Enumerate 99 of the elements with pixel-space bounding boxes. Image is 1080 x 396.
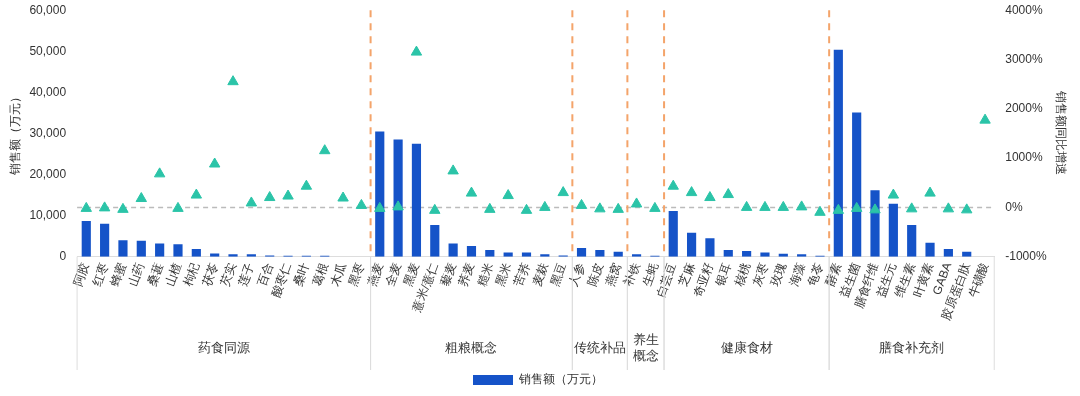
point <box>80 201 92 212</box>
text: 传统补品 <box>573 339 626 355</box>
point <box>374 201 386 212</box>
point <box>832 203 845 214</box>
point <box>704 191 716 202</box>
point <box>961 203 973 214</box>
point <box>740 200 753 211</box>
point <box>484 202 496 213</box>
point <box>539 200 551 211</box>
point <box>575 198 588 209</box>
text: 健康食材 <box>720 339 773 355</box>
point <box>429 203 441 214</box>
bar <box>430 225 440 257</box>
point <box>392 200 404 211</box>
point <box>649 201 661 212</box>
point <box>117 202 129 213</box>
point <box>502 189 514 200</box>
point <box>942 202 955 213</box>
legend-label: 销售额（万元） <box>518 372 603 387</box>
y-tick-label: 20,000 <box>29 166 67 181</box>
point <box>722 188 734 199</box>
point <box>227 75 239 86</box>
bar <box>687 232 697 257</box>
bar <box>870 190 880 257</box>
x-tick-label: 陈皮 <box>584 260 606 288</box>
point <box>98 201 111 212</box>
y-tick-label: 40,000 <box>29 84 67 99</box>
bar <box>595 250 605 257</box>
point <box>337 191 349 202</box>
y-tick-label: 10,000 <box>29 207 67 222</box>
point <box>594 202 606 213</box>
bar <box>888 203 898 257</box>
y-tick-label: 60,000 <box>29 2 67 17</box>
bar <box>100 223 110 257</box>
point <box>814 205 826 216</box>
y-tick-label: 0 <box>59 249 67 264</box>
bar <box>723 250 733 257</box>
y-tick-label: 30,000 <box>29 125 67 140</box>
text: 药食同源 <box>197 339 250 355</box>
bar <box>375 131 385 257</box>
bar <box>705 238 715 257</box>
point <box>759 200 771 211</box>
bar <box>173 244 183 257</box>
point <box>685 186 698 197</box>
x-tick-label: 生蚝 <box>639 260 661 288</box>
point <box>447 164 459 175</box>
bar <box>833 49 843 257</box>
y2-tick-label: -1000% <box>1005 249 1047 264</box>
point <box>282 189 294 200</box>
bar <box>136 240 146 257</box>
bar <box>907 225 917 257</box>
point <box>153 167 166 178</box>
bar <box>466 246 477 257</box>
point <box>612 202 624 213</box>
point <box>557 186 569 197</box>
x-tick-label: 桑葚 <box>144 260 166 288</box>
y-tick-label: 50,000 <box>29 43 67 58</box>
y2-tick-label: 3000% <box>1005 51 1043 66</box>
point <box>979 113 991 124</box>
point <box>777 200 789 211</box>
y2-tick-label: 1000% <box>1005 150 1043 165</box>
point <box>906 202 918 213</box>
bar <box>668 211 678 257</box>
bar <box>576 248 587 257</box>
point <box>795 200 808 211</box>
point <box>850 201 863 212</box>
point <box>245 196 258 207</box>
bar <box>210 253 220 257</box>
y2-tick-label: 0% <box>1005 199 1023 214</box>
point <box>300 179 313 190</box>
point <box>410 45 423 56</box>
point <box>520 203 533 214</box>
y-axis-title: 销售额（万元） <box>7 91 22 177</box>
point <box>924 186 936 197</box>
point <box>208 157 221 168</box>
point <box>630 197 643 208</box>
y2-axis-title: 销售额同比增速 <box>1054 90 1069 176</box>
point <box>264 191 276 202</box>
point <box>190 188 203 199</box>
y2-tick-label: 2000% <box>1005 101 1043 116</box>
y2-tick-label: 4000% <box>1005 2 1043 17</box>
point <box>172 201 184 212</box>
text: 粗粮概念 <box>445 339 498 355</box>
point <box>355 198 368 209</box>
point <box>667 179 679 190</box>
bar <box>925 242 935 257</box>
text: 养生概念 <box>632 331 659 363</box>
bar <box>485 250 495 257</box>
bar <box>411 143 422 257</box>
bar <box>118 240 128 257</box>
bar <box>852 112 862 257</box>
point <box>319 144 331 155</box>
point <box>869 203 881 214</box>
text: 膳食补充剂 <box>879 339 945 355</box>
point <box>887 188 900 199</box>
point <box>465 186 478 197</box>
point <box>135 192 147 203</box>
bar <box>393 139 403 257</box>
bar <box>81 220 91 257</box>
